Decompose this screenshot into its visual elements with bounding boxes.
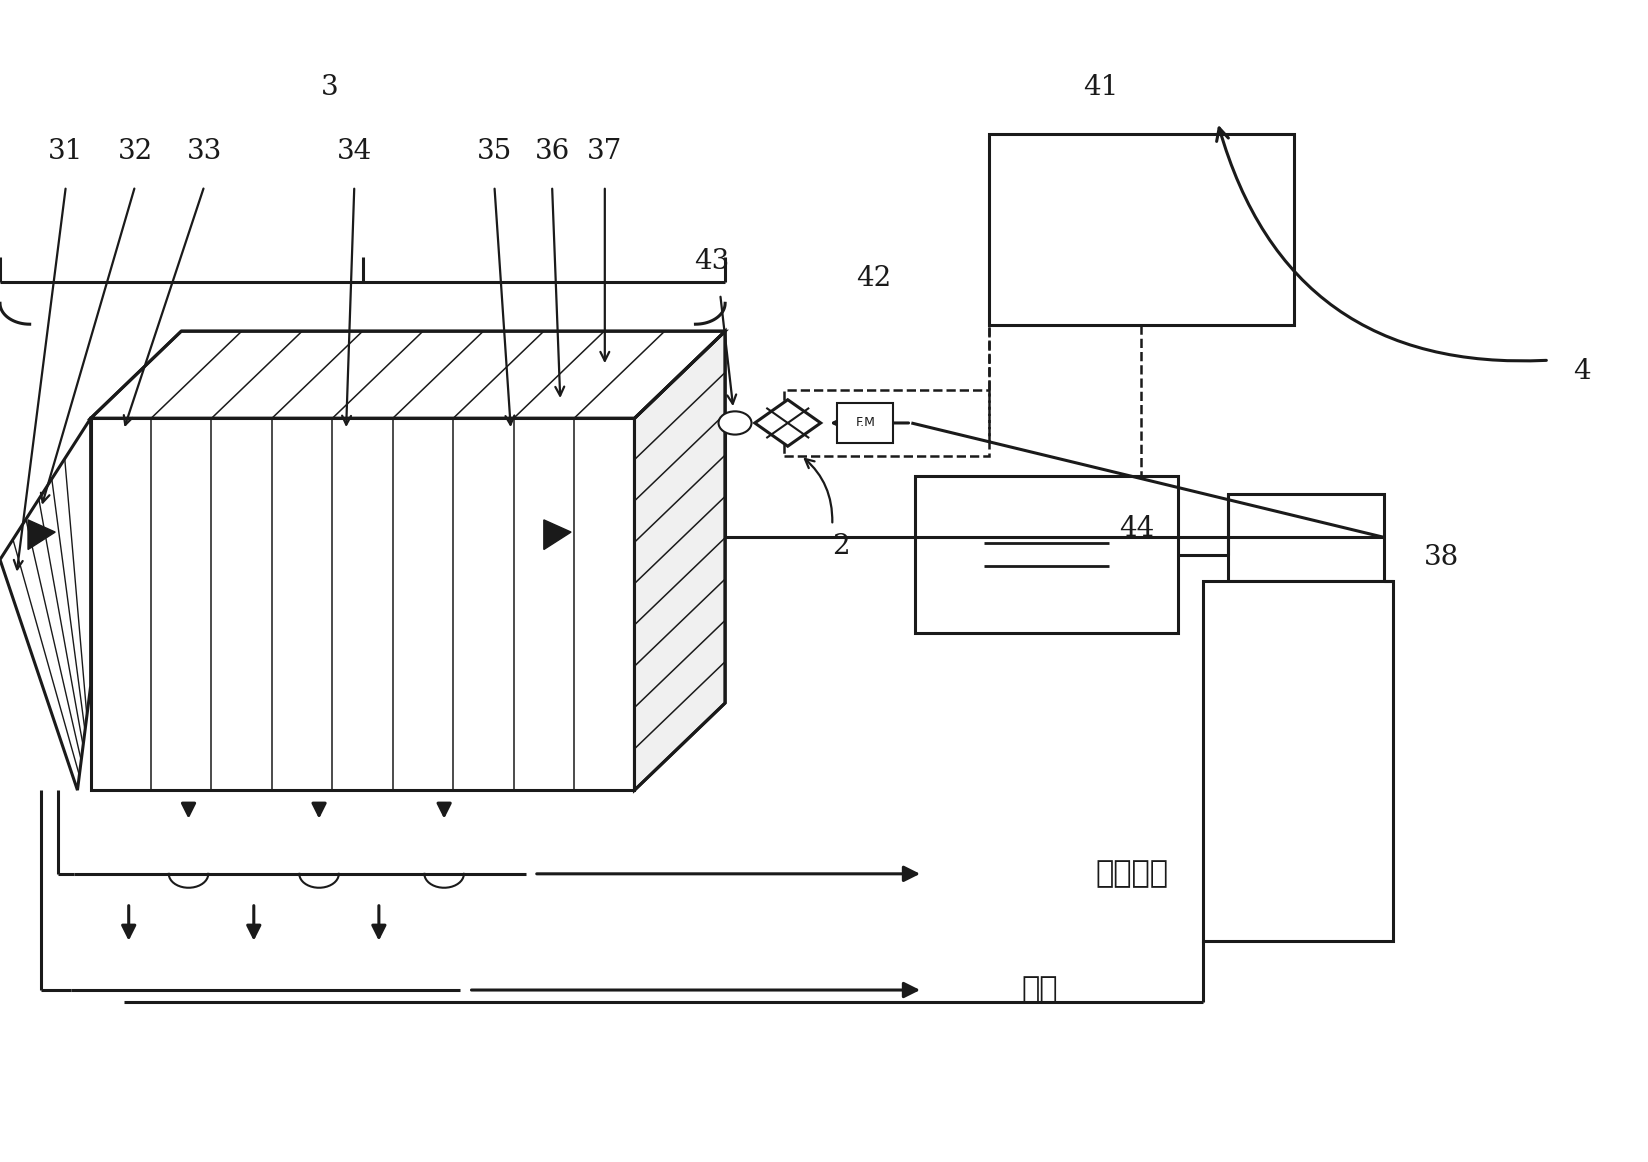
Polygon shape: [544, 519, 570, 550]
Polygon shape: [755, 400, 821, 446]
Text: 41: 41: [1083, 73, 1119, 101]
Bar: [91, 418, 634, 790]
Text: 33: 33: [186, 137, 222, 165]
Text: 37: 37: [587, 137, 623, 165]
Text: 2: 2: [832, 532, 849, 560]
Text: 36: 36: [534, 137, 570, 165]
Text: 尾液: 尾液: [1022, 976, 1058, 1004]
Text: 富锂卤水: 富锂卤水: [1096, 860, 1168, 888]
Bar: [915, 476, 1178, 633]
Text: 34: 34: [336, 137, 372, 165]
Bar: [1203, 581, 1393, 941]
Bar: [837, 403, 893, 443]
Bar: [784, 390, 989, 456]
Text: 42: 42: [855, 265, 892, 293]
Polygon shape: [28, 519, 56, 550]
Polygon shape: [91, 331, 725, 418]
Text: 43: 43: [694, 248, 730, 275]
Text: F.M: F.M: [855, 416, 875, 430]
Text: 32: 32: [117, 137, 153, 165]
Bar: [989, 134, 1294, 325]
Text: 3: 3: [321, 73, 338, 101]
Text: 31: 31: [48, 137, 84, 165]
Text: 38: 38: [1424, 544, 1460, 572]
Text: 44: 44: [1119, 515, 1155, 543]
Text: 35: 35: [476, 137, 513, 165]
Polygon shape: [0, 418, 91, 790]
Text: 4: 4: [1574, 358, 1590, 386]
Polygon shape: [634, 331, 725, 790]
Bar: [1228, 494, 1384, 581]
Circle shape: [719, 411, 751, 435]
